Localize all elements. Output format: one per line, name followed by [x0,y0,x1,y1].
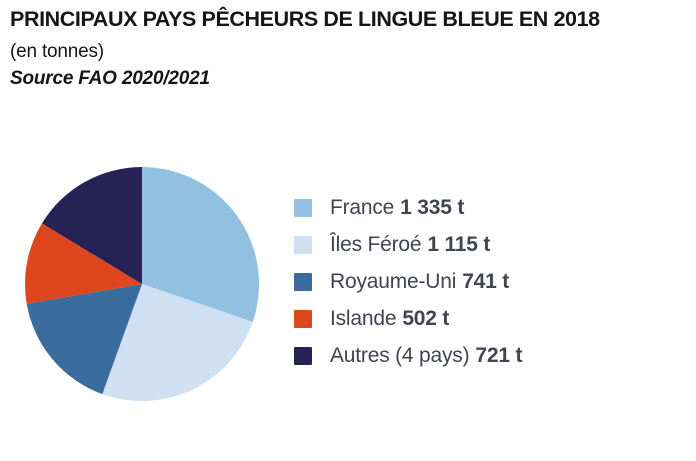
legend-value: 721 t [475,344,523,367]
page-title: PRINCIPAUX PAYS PÊCHEURS DE LINGUE BLEUE… [10,7,600,31]
pie-slice-4 [41,167,142,284]
pie-slice-3 [25,223,142,304]
legend-value: 741 t [462,270,510,293]
legend-country: Autres (4 pays) [330,344,470,367]
legend-item-autres: Autres (4 pays) 721 t [294,344,522,368]
pie-slice-2 [26,284,142,395]
legend-swatch-islande [294,310,312,328]
legend-label: Royaume-Uni 741 t [330,270,509,294]
legend-country: Îles Féroé [330,233,422,256]
legend-label: Îles Féroé 1 115 t [330,233,490,257]
legend-value: 1 115 t [427,233,491,256]
pie-slice-0 [142,167,259,322]
legend-value: 1 335 t [400,196,465,219]
legend-label: Islande 502 t [330,307,449,331]
legend-country: France [330,196,395,219]
legend-label: France 1 335 t [330,196,464,220]
legend-item-france: France 1 335 t [294,196,522,220]
legend-swatch-autres [294,347,312,365]
chart-source: Source FAO 2020/2021 [10,67,210,89]
pie-slice-1 [102,284,253,401]
legend-label: Autres (4 pays) 721 t [330,344,522,368]
legend-item-royaume-uni: Royaume-Uni 741 t [294,270,522,294]
legend: France 1 335 t Îles Féroé 1 115 t Royaume-… [294,196,522,384]
pie-chart [0,150,290,440]
legend-country: Islande [330,307,397,330]
chart-subtitle: (en tonnes) [10,40,104,62]
legend-swatch-iles-feroe [294,236,312,254]
legend-item-islande: Islande 502 t [294,307,522,331]
legend-swatch-france [294,199,312,217]
legend-item-iles-feroe: Îles Féroé 1 115 t [294,233,522,257]
legend-country: Royaume-Uni [330,270,457,293]
chart-header: PRINCIPAUX PAYS PÊCHEURS DE LINGUE BLEUE… [10,7,692,90]
legend-value: 502 t [402,307,450,330]
legend-swatch-royaume-uni [294,273,312,291]
